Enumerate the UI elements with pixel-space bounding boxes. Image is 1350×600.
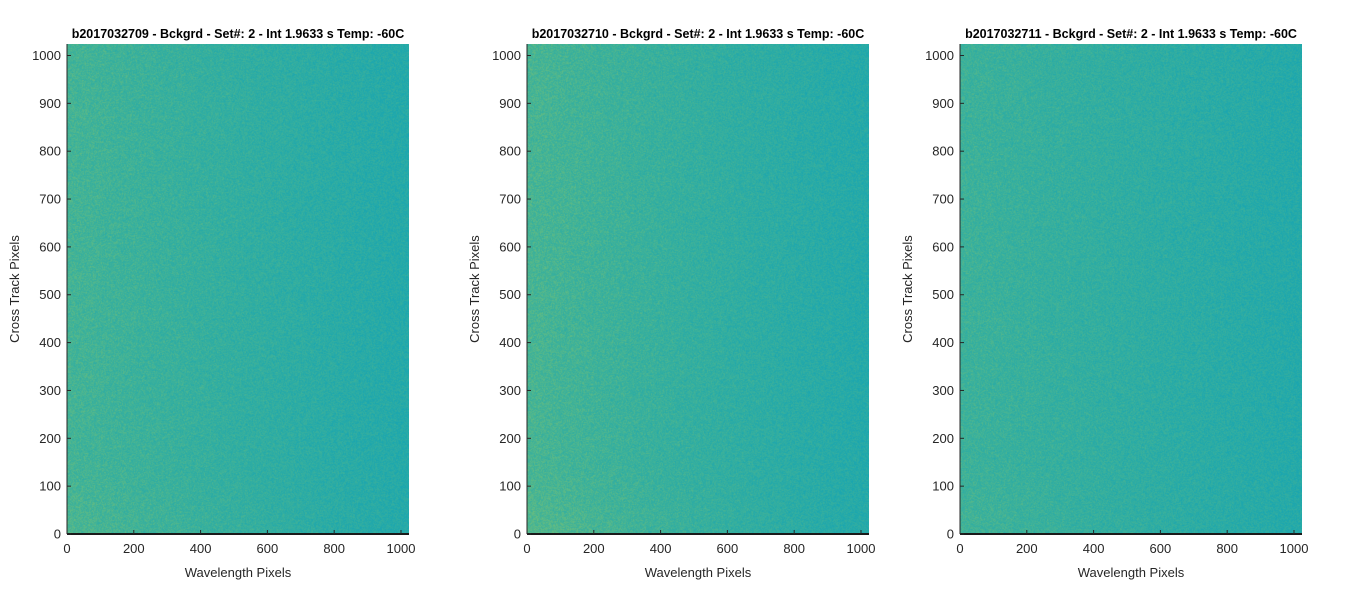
x-tick-label: 800 xyxy=(1216,541,1238,556)
y-tick-label: 100 xyxy=(499,479,521,494)
chart-title: b2017032709 - Bckgrd - Set#: 2 - Int 1.9… xyxy=(72,27,405,41)
y-tick-label: 600 xyxy=(499,239,521,254)
y-tick-label: 200 xyxy=(499,431,521,446)
x-axis-label: Wavelength Pixels xyxy=(185,565,292,580)
chart-title: b2017032711 - Bckgrd - Set#: 2 - Int 1.9… xyxy=(965,27,1297,41)
x-axis-label: Wavelength Pixels xyxy=(645,565,752,580)
chart-panel-2: b2017032710 - Bckgrd - Set#: 2 - Int 1.9… xyxy=(467,27,875,580)
chart-panel-3: b2017032711 - Bckgrd - Set#: 2 - Int 1.9… xyxy=(900,27,1308,580)
y-tick-label: 300 xyxy=(39,383,61,398)
x-tick-label: 0 xyxy=(63,541,70,556)
chart-panel-1: b2017032709 - Bckgrd - Set#: 2 - Int 1.9… xyxy=(7,27,415,580)
x-tick-label: 0 xyxy=(523,541,530,556)
x-axis-label: Wavelength Pixels xyxy=(1078,565,1185,580)
y-tick-label: 500 xyxy=(39,287,61,302)
y-tick-label: 400 xyxy=(499,335,521,350)
y-axis-label: Cross Track Pixels xyxy=(7,235,22,343)
x-tick-label: 600 xyxy=(717,541,739,556)
x-tick-label: 1000 xyxy=(1280,541,1309,556)
y-tick-label: 400 xyxy=(932,335,954,350)
y-tick-label: 1000 xyxy=(925,48,954,63)
y-tick-label: 700 xyxy=(499,192,521,207)
x-tick-label: 1000 xyxy=(387,541,416,556)
y-tick-label: 1000 xyxy=(492,48,521,63)
y-tick-label: 0 xyxy=(947,527,954,542)
y-tick-label: 200 xyxy=(39,431,61,446)
y-tick-label: 200 xyxy=(932,431,954,446)
x-tick-label: 600 xyxy=(257,541,279,556)
x-tick-label: 0 xyxy=(956,541,963,556)
x-tick-label: 400 xyxy=(650,541,672,556)
x-tick-label: 200 xyxy=(1016,541,1038,556)
y-axis-label: Cross Track Pixels xyxy=(900,235,915,343)
heatmap-image xyxy=(527,44,869,534)
x-tick-label: 200 xyxy=(123,541,145,556)
chart-title: b2017032710 - Bckgrd - Set#: 2 - Int 1.9… xyxy=(532,27,865,41)
y-tick-label: 900 xyxy=(932,96,954,111)
y-tick-label: 500 xyxy=(932,287,954,302)
x-tick-label: 1000 xyxy=(847,541,876,556)
y-tick-label: 900 xyxy=(499,96,521,111)
x-tick-label: 800 xyxy=(783,541,805,556)
y-tick-label: 600 xyxy=(39,239,61,254)
x-tick-label: 600 xyxy=(1150,541,1172,556)
y-axis-label: Cross Track Pixels xyxy=(467,235,482,343)
y-tick-label: 400 xyxy=(39,335,61,350)
x-tick-label: 800 xyxy=(323,541,345,556)
y-tick-label: 1000 xyxy=(32,48,61,63)
heatmap-image xyxy=(960,44,1302,534)
y-tick-label: 300 xyxy=(499,383,521,398)
y-tick-label: 800 xyxy=(932,144,954,159)
y-tick-label: 100 xyxy=(39,479,61,494)
y-tick-label: 500 xyxy=(499,287,521,302)
y-tick-label: 800 xyxy=(499,144,521,159)
y-tick-label: 100 xyxy=(932,479,954,494)
y-tick-label: 800 xyxy=(39,144,61,159)
y-tick-label: 0 xyxy=(54,527,61,542)
y-tick-label: 600 xyxy=(932,239,954,254)
y-tick-label: 700 xyxy=(932,192,954,207)
y-tick-label: 900 xyxy=(39,96,61,111)
y-tick-label: 300 xyxy=(932,383,954,398)
y-tick-label: 700 xyxy=(39,192,61,207)
heatmap-image xyxy=(67,44,409,534)
y-tick-label: 0 xyxy=(514,527,521,542)
x-tick-label: 200 xyxy=(583,541,605,556)
x-tick-label: 400 xyxy=(1083,541,1105,556)
x-tick-label: 400 xyxy=(190,541,212,556)
